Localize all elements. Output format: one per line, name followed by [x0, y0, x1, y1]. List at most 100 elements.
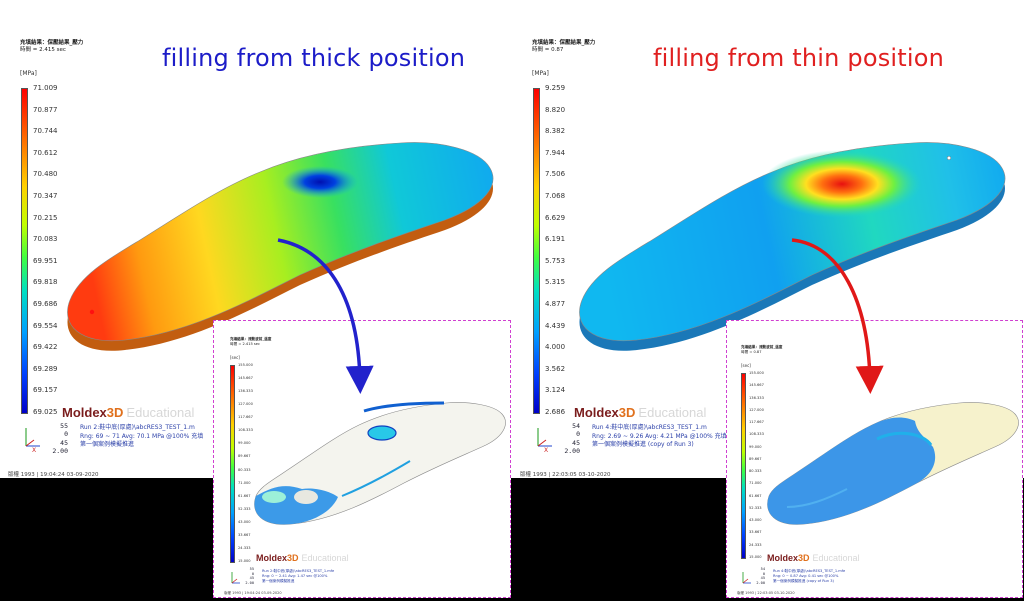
left-legend-tick: 70.877 [33, 105, 58, 114]
left-inset-legend-tick: 33.667 [238, 532, 251, 537]
left-axis-triad-icon: X [25, 428, 40, 452]
left-inset-run-info: Run 2:鞋中底(厚處)\abcRES3_TEST_1.mfe Rng: 0 … [262, 569, 335, 584]
right-inset-color-legend [741, 373, 746, 559]
left-inset-legend-tick: 24.333 [238, 545, 251, 550]
right-inset-run-info: Run 4:鞋中底(厚處)\abcRES3_TEST_1.mfe Rng: 0 … [773, 569, 846, 584]
right-inset-legend-ticks: 155.000 145.667 136.333 127.000 117.667 108.3… [749, 371, 775, 561]
left-headline: filling from thick position [162, 44, 466, 72]
left-inset-legend-tick: 145.667 [238, 376, 253, 381]
left-legend-tick: 69.157 [33, 386, 58, 395]
left-inset-legend-tick: 108.333 [238, 428, 253, 433]
left-legend-tick: 69.686 [33, 300, 58, 308]
left-legend-tick: 69.025 [33, 408, 58, 416]
right-inset-axis-triad-icon [742, 572, 751, 584]
right-run-info: Run 4:鞋中底(厚處)\abcRES3_TEST_1.m Rng: 2.69… [592, 424, 727, 449]
svg-text:X: X [32, 447, 36, 452]
right-inset-legend-tick: 15.000 [749, 555, 762, 559]
right-legend-tick: 2.686 [545, 408, 566, 416]
left-inset-legend-tick: 117.667 [238, 415, 253, 420]
right-inset-legend-tick: 136.333 [749, 395, 764, 400]
right-legend-tick: 9.259 [545, 84, 566, 92]
right-timestamp: 版權 1993 | 22:03:05 03-10-2020 [520, 472, 611, 478]
right-gate-marker [947, 155, 952, 160]
left-inset-legend-tick: 15.000 [238, 559, 251, 563]
left-inset-legend-ticks: 155.000 145.667 136.333 127.000 117.667 108.3… [238, 363, 264, 565]
right-inset-legend-tick: 43.000 [749, 518, 762, 523]
left-legend-tick: 70.480 [33, 170, 58, 179]
right-inset-legend-tick: 99.000 [749, 444, 762, 449]
left-inset-melt-front [254, 401, 506, 525]
right-inset-legend-tick: 24.333 [749, 542, 762, 547]
left-run-info: Run 2:鞋中底(厚處)\abcRES3_TEST_1.m Rng: 69 ~… [80, 424, 204, 449]
left-timestamp: 版權 1993 | 19:04:24 03-09-2020 [8, 472, 99, 478]
left-inset-axis-triad-icon [231, 572, 240, 584]
left-inset-legend-tick: 80.333 [238, 467, 251, 472]
right-inset-legend-tick: 33.667 [749, 530, 762, 535]
left-legend-tick: 70.083 [33, 235, 58, 244]
left-inset-figure: 充填結果：流動波前_溫度 時間 = 2.415 sec [sec] 155.00… [213, 320, 511, 598]
left-inset-brand-logo: Moldex3D Educational [256, 553, 349, 563]
right-legend-tick: 6.191 [545, 235, 566, 244]
left-inset-unit: [sec] [230, 355, 240, 360]
left-view-info: 55 0 45 2.00 [52, 422, 68, 456]
right-meta: 充填結果：保壓結果_壓力 時間 = 0.87 [532, 40, 595, 55]
right-legend-tick: 3.124 [545, 386, 566, 395]
left-meta-time: 時間 = 2.415 sec [20, 47, 66, 54]
left-legend-ticks: 71.009 70.877 70.744 70.612 70.480 70.347 70.2… [33, 84, 73, 420]
right-legend-tick: 4.439 [545, 321, 566, 330]
right-inset-legend-tick: 80.333 [749, 469, 762, 474]
right-inset-legend-tick: 108.333 [749, 432, 764, 437]
left-inset-legend-tick: 89.667 [238, 454, 251, 459]
right-inset-meta: 充填結果：流動波前_溫度 時間 = 0.87 [741, 345, 783, 354]
left-inset-timestamp: 版權 1993 | 19:04:24 03-09-2020 [224, 591, 282, 595]
left-meta: 充填結果：保壓結果_壓力 時間 = 2.415 sec [20, 40, 83, 55]
right-axis-triad-icon: X [537, 428, 552, 452]
left-inset-legend-tick: 61.667 [238, 493, 251, 498]
right-inset-view-info: 54 0 45 2.00 [756, 567, 765, 586]
svg-text:X: X [544, 447, 548, 452]
right-legend-tick: 5.315 [545, 278, 566, 287]
right-inset-figure: 充填結果：流動波前_溫度 時間 = 0.87 [sec] 155.000 145.… [726, 320, 1023, 598]
right-inset-legend-tick: 52.333 [749, 505, 762, 510]
right-inset-unit: [sec] [741, 363, 751, 368]
right-legend-tick: 5.753 [545, 256, 566, 265]
left-inset-meta: 充填結果：流動波前_溫度 時間 = 2.415 sec [230, 337, 272, 346]
right-legend-tick: 8.382 [545, 127, 566, 136]
right-legend-tick: 7.944 [545, 148, 566, 157]
right-inset-legend-tick: 117.667 [749, 420, 764, 425]
right-legend-tick: 4.877 [545, 300, 566, 308]
right-meta-title: 充填結果：保壓結果_壓力 [532, 40, 596, 46]
left-legend-tick: 69.554 [33, 321, 58, 330]
left-legend-tick: 70.744 [33, 127, 58, 136]
right-brand-logo: Moldex3D Educational [574, 405, 707, 420]
left-inset-legend-tick: 99.000 [238, 441, 251, 446]
right-legend-tick: 4.000 [545, 343, 566, 352]
left-legend-tick: 69.422 [33, 343, 58, 352]
left-legend-unit: [MPa] [20, 70, 37, 77]
left-gate-marker [89, 309, 95, 315]
right-inset-melt-front [767, 402, 1019, 525]
right-legend-tick: 7.068 [545, 192, 566, 200]
left-inset-color-legend [230, 365, 235, 563]
right-legend-unit: [MPa] [532, 70, 549, 77]
right-inset-timestamp: 版權 1993 | 22:03:05 03-10-2020 [737, 591, 795, 595]
left-legend-tick: 69.951 [33, 256, 58, 265]
left-inset-legend-tick: 127.000 [238, 402, 253, 407]
right-color-legend [533, 88, 540, 414]
left-pressure-spot [282, 166, 358, 198]
left-legend-tick: 71.009 [33, 84, 58, 92]
left-inset-legend-tick: 155.000 [238, 363, 253, 367]
left-meta-title: 充填結果：保壓結果_壓力 [20, 40, 84, 46]
right-inset-brand-logo: Moldex3D Educational [767, 553, 860, 563]
left-inset-legend-tick: 71.000 [238, 480, 251, 485]
left-inset-legend-tick: 136.333 [238, 389, 253, 394]
right-legend-tick: 7.506 [545, 170, 566, 179]
right-inset-legend-tick: 61.667 [749, 493, 762, 498]
left-color-legend [21, 88, 28, 414]
right-legend-tick: 3.562 [545, 364, 566, 373]
right-view-info: 54 0 45 2.00 [564, 422, 580, 456]
left-brand-logo: Moldex3D Educational [62, 405, 195, 420]
right-legend-tick: 6.629 [545, 213, 566, 222]
left-inset-legend-tick: 52.333 [238, 506, 251, 511]
